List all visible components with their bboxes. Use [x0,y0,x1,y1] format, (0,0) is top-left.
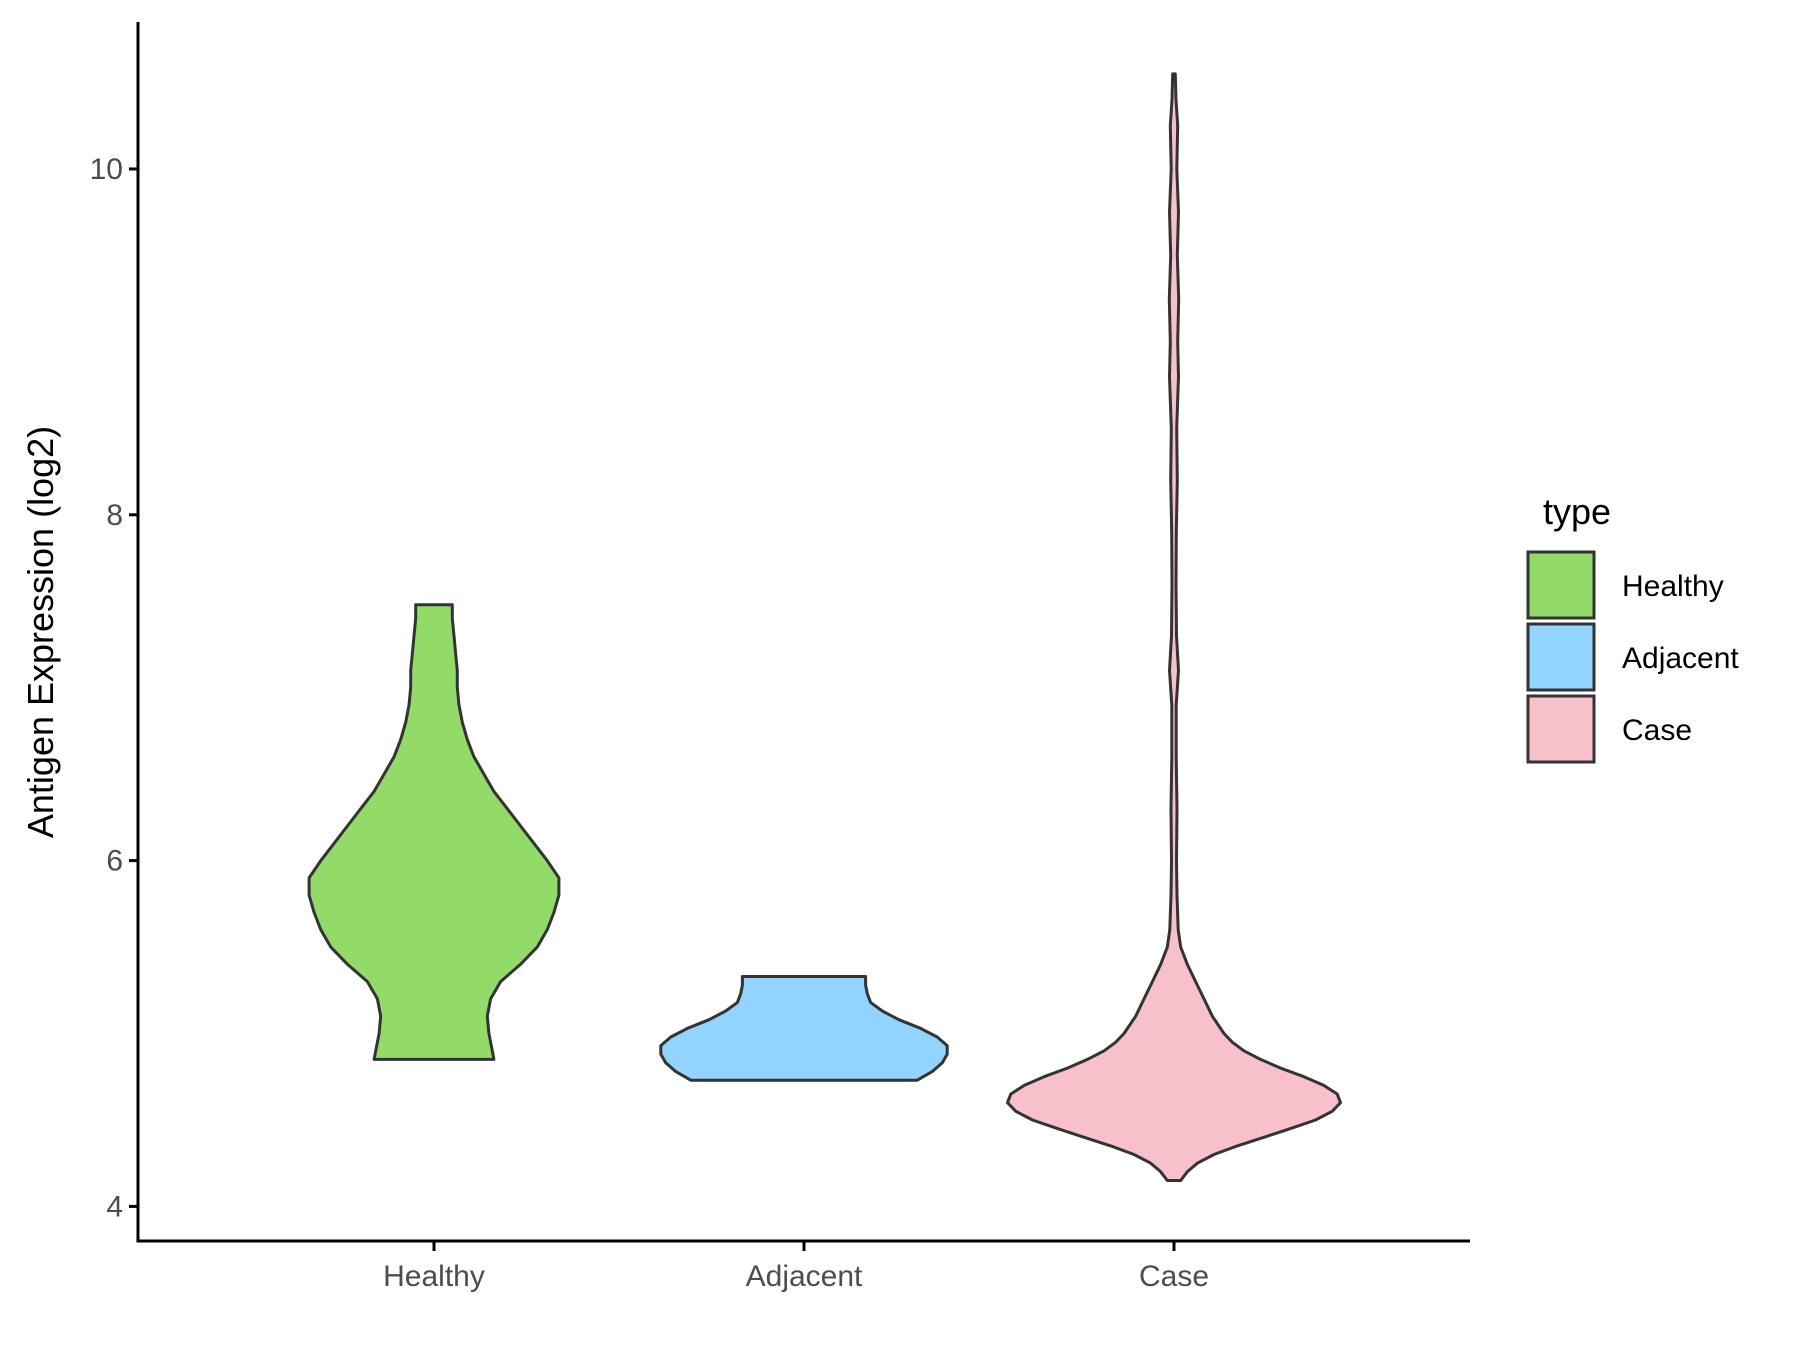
legend-label: Adjacent [1622,642,1739,675]
legend-key-adjacent [1526,622,1596,692]
violin-case [1006,72,1342,1182]
legend-key-healthy [1526,550,1596,620]
violin-adjacent [659,975,949,1082]
y-tick-label: 10 [90,153,123,186]
violin-healthy [307,603,561,1061]
violin-layer [307,72,1342,1182]
x-axis-ticks: Healthy Adjacent Case [383,1241,1209,1293]
x-tick-label: Case [1139,1260,1209,1293]
y-tick-label: 8 [106,499,123,532]
legend-key-case [1526,694,1596,764]
legend: Healthy Adjacent Case [1526,550,1739,764]
y-axis-title: Antigen Expression (log2) [20,426,61,838]
y-axis-ticks: 4 6 8 10 [90,153,138,1223]
x-tick-label: Adjacent [746,1260,863,1293]
y-tick-label: 4 [106,1190,123,1223]
legend-label: Case [1622,714,1692,747]
y-tick-label: 6 [106,845,123,878]
legend-title: type [1543,491,1611,532]
x-tick-label: Healthy [383,1260,485,1293]
legend-label: Healthy [1622,570,1724,603]
